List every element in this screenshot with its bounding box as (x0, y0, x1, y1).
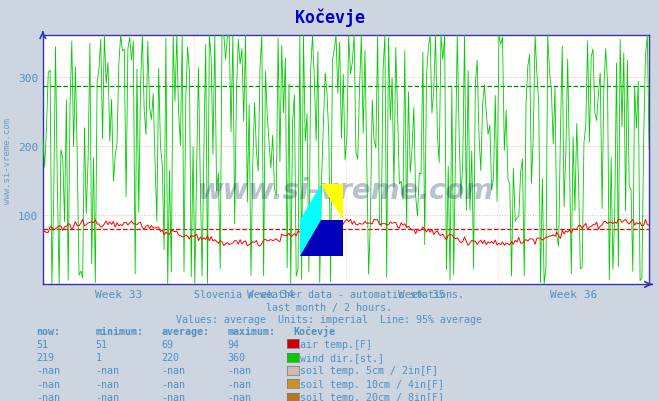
Text: 219: 219 (36, 352, 54, 362)
Text: now:: now: (36, 326, 60, 336)
Text: -nan: -nan (161, 366, 185, 375)
Text: 360: 360 (227, 352, 245, 362)
Text: www.si-vreme.com: www.si-vreme.com (3, 117, 13, 203)
Text: -nan: -nan (161, 379, 185, 389)
Text: -nan: -nan (96, 392, 119, 401)
Text: -nan: -nan (161, 392, 185, 401)
Polygon shape (300, 221, 343, 257)
Text: 51: 51 (96, 339, 107, 349)
Text: www.si-vreme.com: www.si-vreme.com (198, 176, 494, 204)
Text: wind dir.[st.]: wind dir.[st.] (300, 352, 384, 362)
Text: Values: average  Units: imperial  Line: 95% average: Values: average Units: imperial Line: 95… (177, 314, 482, 324)
Text: 1: 1 (96, 352, 101, 362)
Text: -nan: -nan (36, 379, 60, 389)
Text: -nan: -nan (36, 366, 60, 375)
Text: minimum:: minimum: (96, 326, 144, 336)
Text: -nan: -nan (96, 379, 119, 389)
Text: soil temp. 10cm / 4in[F]: soil temp. 10cm / 4in[F] (300, 379, 444, 389)
Text: 51: 51 (36, 339, 48, 349)
Text: -nan: -nan (227, 392, 251, 401)
Polygon shape (322, 184, 343, 221)
Text: soil temp. 5cm / 2in[F]: soil temp. 5cm / 2in[F] (300, 366, 438, 375)
Polygon shape (300, 184, 322, 257)
Text: Slovenia / weather data - automatic stations.: Slovenia / weather data - automatic stat… (194, 290, 465, 300)
Text: Kočevje: Kočevje (295, 9, 364, 27)
Text: average:: average: (161, 326, 210, 336)
Text: -nan: -nan (227, 379, 251, 389)
Text: air temp.[F]: air temp.[F] (300, 339, 372, 349)
Text: 69: 69 (161, 339, 173, 349)
Text: 94: 94 (227, 339, 239, 349)
Text: 220: 220 (161, 352, 179, 362)
Text: -nan: -nan (227, 366, 251, 375)
Text: -nan: -nan (36, 392, 60, 401)
Text: -nan: -nan (96, 366, 119, 375)
Text: maximum:: maximum: (227, 326, 275, 336)
Text: Kočevje: Kočevje (293, 325, 335, 336)
Text: soil temp. 20cm / 8in[F]: soil temp. 20cm / 8in[F] (300, 392, 444, 401)
Text: last month / 2 hours.: last month / 2 hours. (266, 302, 393, 312)
